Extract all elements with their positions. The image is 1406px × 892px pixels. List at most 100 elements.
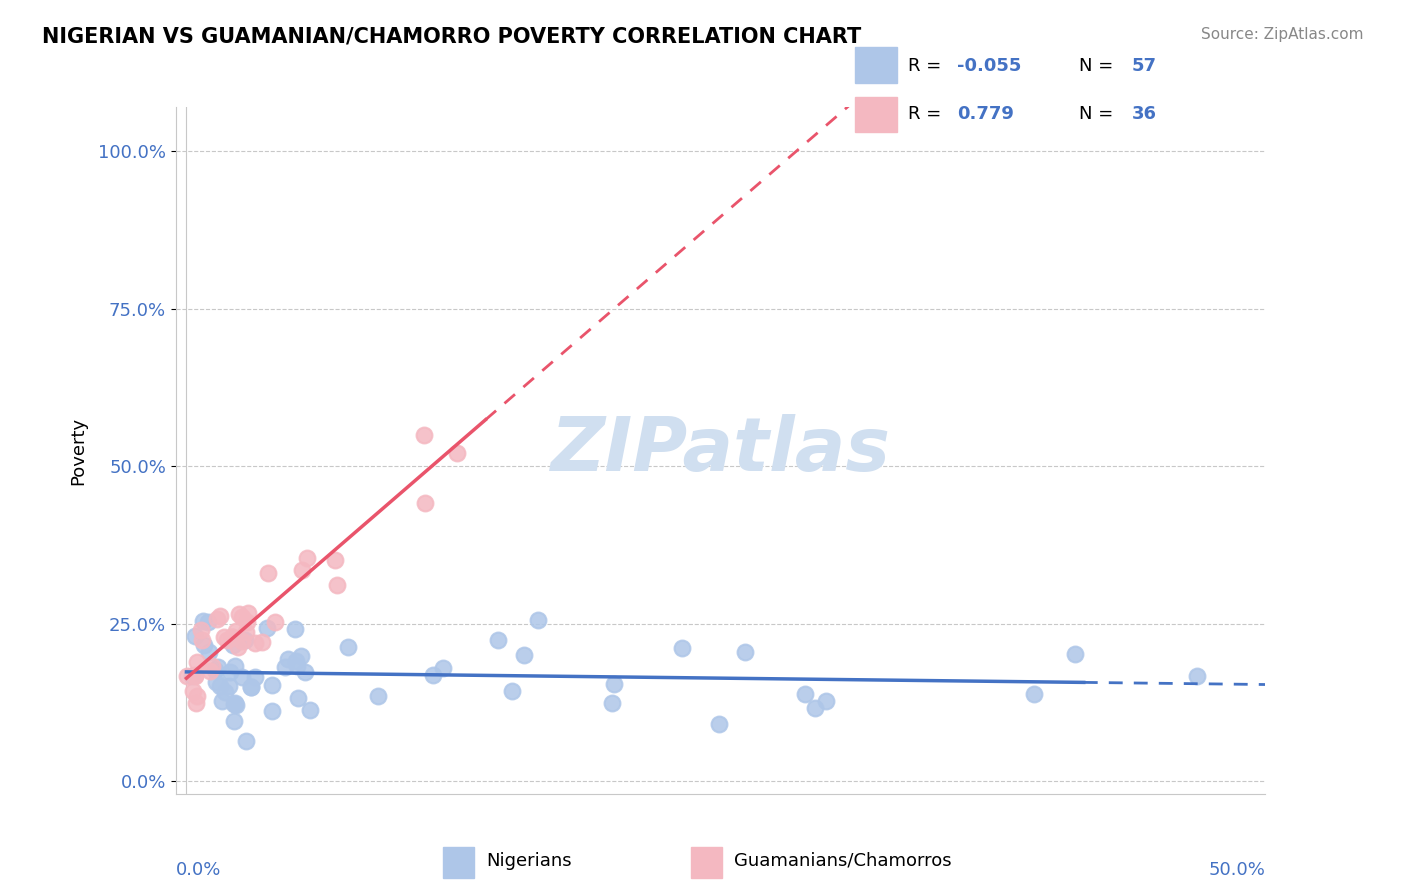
Point: [184, 696, 207, 710]
Point: [263, 615, 285, 630]
Point: [221, 630, 243, 644]
Y-axis label: Poverty: Poverty: [69, 417, 87, 484]
Point: [294, 665, 316, 679]
Point: [240, 680, 263, 694]
Point: [501, 684, 523, 698]
Point: [184, 669, 207, 683]
Point: [201, 659, 224, 673]
Point: [257, 566, 280, 581]
Point: [262, 704, 284, 718]
Point: [299, 703, 322, 717]
Point: [235, 624, 257, 639]
Point: [446, 445, 468, 459]
Point: [208, 679, 231, 693]
Text: ZIPatlas: ZIPatlas: [551, 414, 890, 487]
Point: [285, 658, 308, 673]
Point: [212, 630, 235, 644]
Text: NIGERIAN VS GUAMANIAN/CHAMORRO POVERTY CORRELATION CHART: NIGERIAN VS GUAMANIAN/CHAMORRO POVERTY C…: [42, 27, 862, 46]
Point: [323, 553, 346, 567]
Point: [236, 615, 259, 629]
Point: [260, 678, 283, 692]
Point: [287, 690, 309, 705]
Text: R =: R =: [908, 57, 948, 75]
Point: [225, 624, 247, 639]
Point: [274, 660, 297, 674]
Point: [252, 635, 274, 649]
Point: [197, 645, 219, 659]
Point: [804, 701, 827, 715]
Text: N =: N =: [1078, 105, 1119, 123]
Point: [204, 663, 226, 677]
Point: [224, 696, 246, 710]
Point: [184, 667, 207, 681]
Point: [222, 714, 245, 728]
Point: [671, 641, 693, 656]
Point: [211, 694, 233, 708]
Point: [600, 696, 623, 710]
Point: [231, 610, 253, 624]
Point: [513, 648, 536, 662]
Text: -0.055: -0.055: [957, 57, 1022, 75]
Point: [243, 636, 266, 650]
Point: [256, 621, 278, 635]
Text: R =: R =: [908, 105, 948, 123]
Point: [224, 659, 246, 673]
Point: [603, 677, 626, 691]
Text: 57: 57: [1132, 57, 1157, 75]
Point: [190, 624, 212, 638]
Point: [186, 689, 208, 703]
Point: [326, 578, 349, 592]
Point: [218, 665, 240, 680]
Point: [1022, 687, 1045, 701]
Point: [284, 623, 307, 637]
Point: [228, 640, 250, 655]
Text: Guamanians/Chamorros: Guamanians/Chamorros: [734, 852, 952, 870]
Point: [180, 669, 202, 683]
Point: [291, 562, 314, 576]
Point: [197, 615, 219, 629]
Bar: [690, 847, 721, 878]
Point: [527, 613, 550, 627]
Text: 0.779: 0.779: [957, 105, 1014, 123]
Text: 50.0%: 50.0%: [1209, 861, 1265, 879]
Bar: [443, 847, 474, 878]
Point: [413, 496, 436, 510]
Point: [183, 629, 205, 643]
Point: [277, 651, 299, 665]
Point: [225, 698, 247, 713]
Point: [233, 632, 256, 647]
Point: [285, 654, 308, 668]
Point: [235, 734, 257, 748]
Point: [709, 717, 731, 731]
Point: [290, 648, 312, 663]
Point: [222, 638, 245, 652]
Point: [207, 660, 229, 674]
Bar: [855, 96, 897, 132]
Point: [186, 655, 208, 669]
Bar: [855, 47, 897, 83]
Point: [231, 670, 253, 684]
Point: [432, 661, 454, 675]
Point: [734, 645, 756, 659]
Point: [413, 427, 436, 442]
Point: [367, 690, 389, 704]
Point: [191, 614, 214, 628]
Point: [1185, 668, 1208, 682]
Point: [240, 680, 263, 694]
Point: [221, 630, 243, 644]
Point: [215, 633, 238, 648]
Point: [422, 668, 444, 682]
Point: [243, 670, 266, 684]
Text: 36: 36: [1132, 105, 1157, 123]
Point: [231, 633, 253, 648]
Point: [190, 632, 212, 647]
Point: [1063, 647, 1085, 661]
Point: [228, 607, 250, 621]
Text: Source: ZipAtlas.com: Source: ZipAtlas.com: [1201, 27, 1364, 42]
Text: N =: N =: [1078, 57, 1119, 75]
Point: [218, 679, 240, 693]
Point: [222, 697, 245, 711]
Text: Nigerians: Nigerians: [486, 852, 572, 870]
Point: [337, 640, 360, 655]
Point: [295, 550, 318, 565]
